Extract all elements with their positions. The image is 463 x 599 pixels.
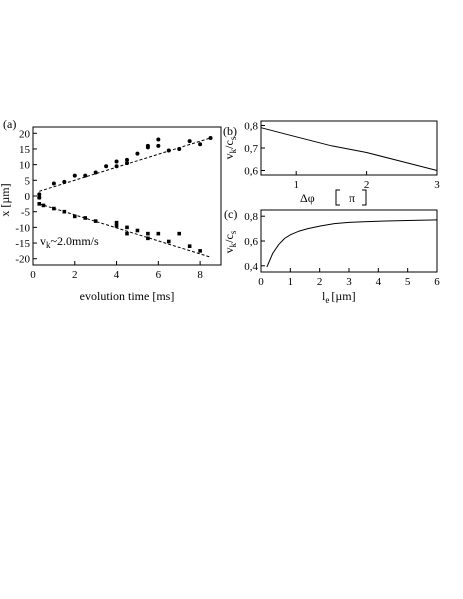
- panel-a-ytick-label: 20: [19, 128, 31, 140]
- data-point-square: [166, 239, 171, 244]
- data-point-circle: [114, 159, 119, 164]
- panel-b-ytick-label: 0,8: [244, 121, 258, 133]
- data-point-circle: [145, 143, 150, 148]
- data-point-square: [125, 231, 129, 236]
- data-point-circle: [93, 170, 98, 175]
- data-point-square: [37, 202, 42, 206]
- data-point-square: [187, 244, 192, 248]
- panel-b-ticks: 1 2 3 0,8 0,7 0,6: [244, 121, 440, 192]
- panel-c-xtick-label: 4: [376, 276, 382, 288]
- svg-text:π: π: [349, 191, 355, 205]
- panel-c-xlabel: le [µm]: [322, 289, 356, 305]
- panel-a-xtick-label: 4: [114, 269, 120, 281]
- data-point-circle: [83, 173, 88, 178]
- panel-c-label: (c): [224, 207, 237, 221]
- data-point-circle: [135, 151, 140, 156]
- panel-b-xlabel-unit: π: [335, 189, 367, 206]
- panel-a-ylabel: x [µm]: [0, 183, 12, 216]
- panel-c-xtick-label: 5: [405, 276, 411, 288]
- panel-a-ytick-label: -15: [15, 238, 30, 250]
- data-point-circle: [104, 164, 109, 169]
- data-point-circle: [156, 137, 161, 142]
- data-point-circle: [166, 148, 171, 153]
- panel-b: (b) 1 2 3 0,8 0,7 0,6 vk/cs Δφ π: [222, 120, 440, 206]
- panel-a-xtick-label: 0: [30, 269, 36, 281]
- panel-b-ylabel: vk/cs: [222, 136, 238, 159]
- panel-a-points: [37, 135, 213, 253]
- panel-b-label: (b): [223, 124, 237, 138]
- data-point-square: [114, 223, 119, 228]
- data-point-square: [72, 214, 77, 219]
- data-point-square: [62, 209, 67, 214]
- panel-a-ytick-label: 10: [19, 160, 31, 172]
- panel-c-xtick-label: 3: [346, 276, 352, 288]
- panel-a-label: (a): [3, 117, 16, 131]
- panel-b-curve: [260, 127, 438, 171]
- panel-a-xtick-label: 6: [156, 269, 162, 281]
- panel-c-ticks: 0 1 2 3 4 5 6 0,8 0,6 0,4: [244, 211, 440, 288]
- panel-c: (c) 0 1 2 3 4 5 6 0,8 0,6 0,4 vk/cs le [µm]: [222, 207, 440, 305]
- data-point-circle: [125, 157, 129, 162]
- panel-b-xlabel-symbol: Δφ: [300, 191, 315, 205]
- panel-b-frame: [260, 120, 438, 176]
- data-point-square: [146, 231, 150, 236]
- data-point-square: [52, 206, 56, 211]
- data-point-circle: [198, 142, 203, 147]
- panel-b-xtick-label: 2: [364, 179, 370, 191]
- panel-c-ytick-label: 0,6: [244, 236, 258, 248]
- panel-c-frame: [260, 209, 438, 273]
- data-point-square: [146, 236, 150, 241]
- panel-c-ylabel: vk/cs: [222, 230, 238, 253]
- panel-c-xtick-label: 0: [258, 276, 264, 288]
- panel-a-ytick-label: -20: [15, 254, 30, 266]
- data-point-square: [156, 231, 161, 236]
- data-point-square: [41, 203, 46, 208]
- panel-a-ticks: 0 2 4 6 8 20 15 10 5 0 -5 -10 -15 -20: [15, 128, 203, 281]
- data-point-circle: [114, 164, 119, 169]
- panel-c-xtick-label: 6: [434, 276, 440, 288]
- panel-a-ytick-label: 15: [19, 144, 31, 156]
- data-point-square: [125, 225, 129, 230]
- panel-a-xtick-label: 2: [72, 269, 78, 281]
- data-point-square: [114, 220, 119, 225]
- panel-c-xtick-label: 1: [288, 276, 294, 288]
- panel-a-xtick-label: 8: [197, 269, 203, 281]
- data-point-circle: [72, 173, 77, 178]
- data-point-square: [37, 195, 42, 200]
- data-point-circle: [187, 139, 192, 144]
- data-point-square: [93, 219, 98, 223]
- data-point-square: [83, 216, 88, 220]
- panel-b-xtick-label: 1: [293, 179, 299, 191]
- panel-b-ytick-label: 0,7: [244, 143, 258, 155]
- panel-c-curve: [266, 219, 438, 268]
- data-point-circle: [125, 161, 129, 166]
- data-point-circle: [51, 181, 56, 186]
- data-point-circle: [177, 146, 182, 151]
- panel-b-ytick-label: 0,6: [244, 166, 258, 178]
- panel-a: (a) 0 2 4 6 8 20 15 10 5 0 -5 -10 -15 -20 x [µm] evol…: [0, 117, 222, 303]
- panel-a-ytick-label: 5: [25, 175, 31, 187]
- data-point-square: [135, 228, 140, 233]
- panel-b-xtick-label: 3: [434, 179, 440, 191]
- data-point-square: [198, 249, 202, 253]
- panel-a-ytick-label: -10: [15, 222, 30, 234]
- panel-c-ytick-label: 0,8: [244, 211, 258, 223]
- panel-c-xtick-label: 2: [317, 276, 323, 288]
- data-point-circle: [156, 143, 161, 148]
- panel-a-xlabel: evolution time [ms]: [80, 289, 175, 303]
- data-point-circle: [37, 192, 42, 197]
- data-point-square: [177, 231, 182, 236]
- velocity-annotation: vk~2.0mm/s: [40, 234, 99, 250]
- panel-c-ytick-label: 0,4: [244, 261, 258, 273]
- data-point-circle: [208, 135, 213, 140]
- panel-a-ytick-label: -5: [21, 207, 31, 219]
- data-point-circle: [62, 179, 67, 184]
- panel-a-ytick-label: 0: [25, 191, 31, 203]
